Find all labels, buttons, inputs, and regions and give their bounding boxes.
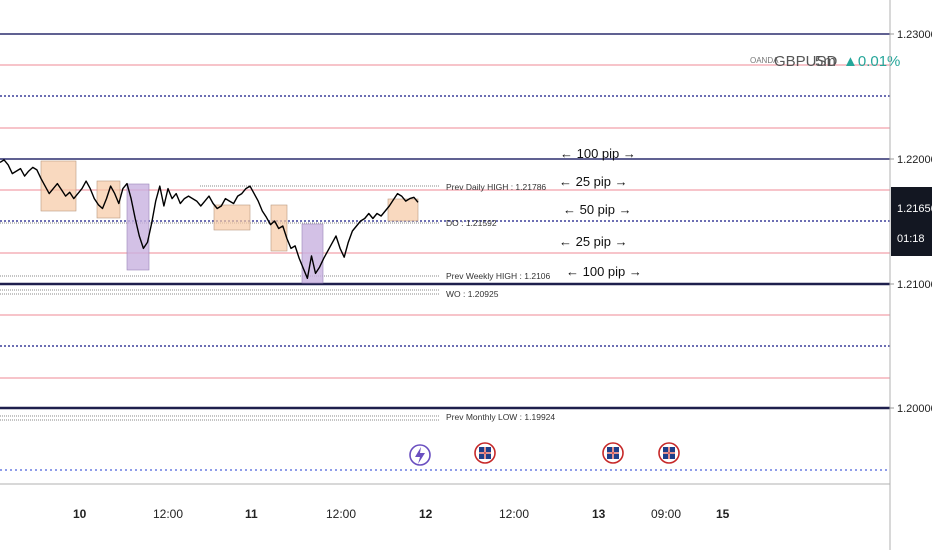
prev-weekly-high-label: Prev Weekly HIGH : 1.2106 (446, 271, 551, 281)
price-tick-label: 1.23000 (897, 29, 932, 41)
time-tick-label: 12:00 (326, 507, 356, 521)
weekly-open-label: WO : 1.20925 (446, 289, 499, 299)
time-tick-label: 10 (73, 507, 87, 521)
change-label: ▲0.01% (843, 53, 900, 70)
time-tick-label: 15 (716, 507, 730, 521)
interval-label: 5m (815, 53, 836, 70)
pip-label-25-bottom: ← 25 pip → (559, 234, 628, 249)
bull-session-box (213, 204, 251, 231)
price-tick-label: 1.20000 (897, 403, 932, 415)
symbol-header: OANDA GBPUSD 5m ▲0.01% (750, 53, 900, 70)
flag-icon[interactable] (658, 442, 680, 464)
bear-session-box (301, 223, 324, 284)
pip-label-100-top: ← 100 pip → (560, 146, 636, 161)
time-tick-label: 11 (245, 507, 258, 521)
economic-events[interactable] (409, 442, 680, 466)
pip-label-25-top: ← 25 pip → (559, 174, 628, 189)
time-axis[interactable]: 10 12:00 11 12:00 12 12:00 13 09:00 15 (0, 483, 890, 521)
time-tick-label: 13 (592, 507, 606, 521)
current-price-label: 1.21656 (897, 203, 932, 215)
bull-session-box (387, 198, 419, 222)
broker-label: OANDA (750, 56, 779, 65)
daily-open-label: DO : 1.21592 (446, 218, 497, 228)
price-tick-label: 1.22000 (897, 154, 932, 166)
countdown-label: 01:18 (897, 233, 925, 245)
prev-monthly-low-label: Prev Monthly LOW : 1.19924 (446, 412, 555, 422)
flag-icon[interactable] (602, 442, 624, 464)
pip-label-100-bottom: ← 100 pip → (566, 264, 642, 279)
symbol-name: GBPUSD (774, 53, 838, 70)
level-labels: Prev Daily HIGH : 1.21786 DO : 1.21592 P… (446, 182, 555, 422)
time-tick-label: 12:00 (499, 507, 529, 521)
price-tick-label: 1.21000 (897, 279, 932, 291)
time-tick-label: 12:00 (153, 507, 183, 521)
flag-icon[interactable] (474, 442, 496, 464)
lightning-icon[interactable] (409, 444, 431, 466)
prev-daily-high-label: Prev Daily HIGH : 1.21786 (446, 182, 546, 192)
time-tick-label: 12 (419, 507, 433, 521)
price-series-line (0, 159, 419, 279)
pip-label-50: ← 50 pip → (563, 202, 632, 217)
current-price-badge (891, 187, 932, 256)
pip-labels: ← 100 pip → ← 25 pip → ← 50 pip → ← 25 p… (559, 146, 642, 279)
price-axis[interactable]: 1.23000 1.22000 1.21000 1.20000 1.21656 … (889, 0, 932, 550)
time-tick-label: 09:00 (651, 507, 681, 521)
